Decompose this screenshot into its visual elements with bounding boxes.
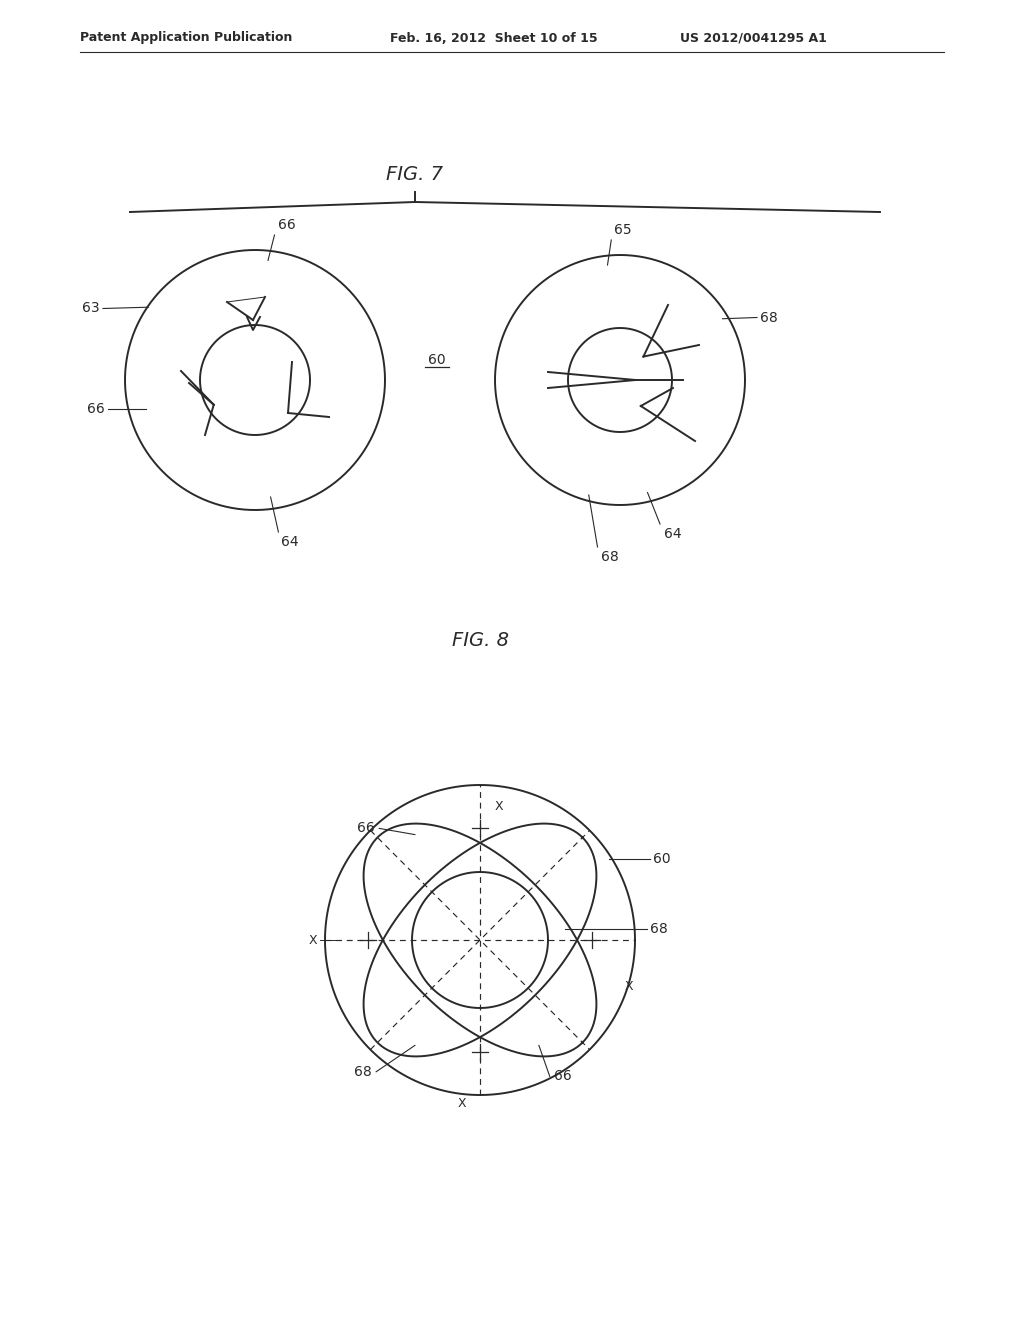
Text: US 2012/0041295 A1: US 2012/0041295 A1	[680, 32, 826, 45]
Text: 66: 66	[554, 1069, 572, 1084]
Text: Feb. 16, 2012  Sheet 10 of 15: Feb. 16, 2012 Sheet 10 of 15	[390, 32, 598, 45]
Text: 60: 60	[428, 352, 445, 367]
Text: 68: 68	[650, 923, 668, 936]
Text: 66: 66	[356, 821, 375, 836]
Text: X: X	[458, 1097, 467, 1110]
Text: X: X	[309, 933, 317, 946]
Text: Patent Application Publication: Patent Application Publication	[80, 32, 293, 45]
Text: 66: 66	[87, 401, 105, 416]
Text: 63: 63	[82, 301, 100, 315]
Text: 64: 64	[281, 535, 299, 549]
Text: 68: 68	[353, 1065, 372, 1078]
Text: FIG. 8: FIG. 8	[452, 631, 509, 649]
Text: 60: 60	[653, 853, 671, 866]
Text: 65: 65	[613, 223, 632, 238]
Text: 64: 64	[664, 527, 681, 541]
Text: FIG. 7: FIG. 7	[386, 165, 443, 185]
Text: X: X	[625, 979, 634, 993]
Text: 68: 68	[601, 550, 618, 564]
Text: 66: 66	[279, 218, 296, 232]
Text: 68: 68	[760, 310, 778, 325]
Text: X: X	[495, 800, 504, 813]
